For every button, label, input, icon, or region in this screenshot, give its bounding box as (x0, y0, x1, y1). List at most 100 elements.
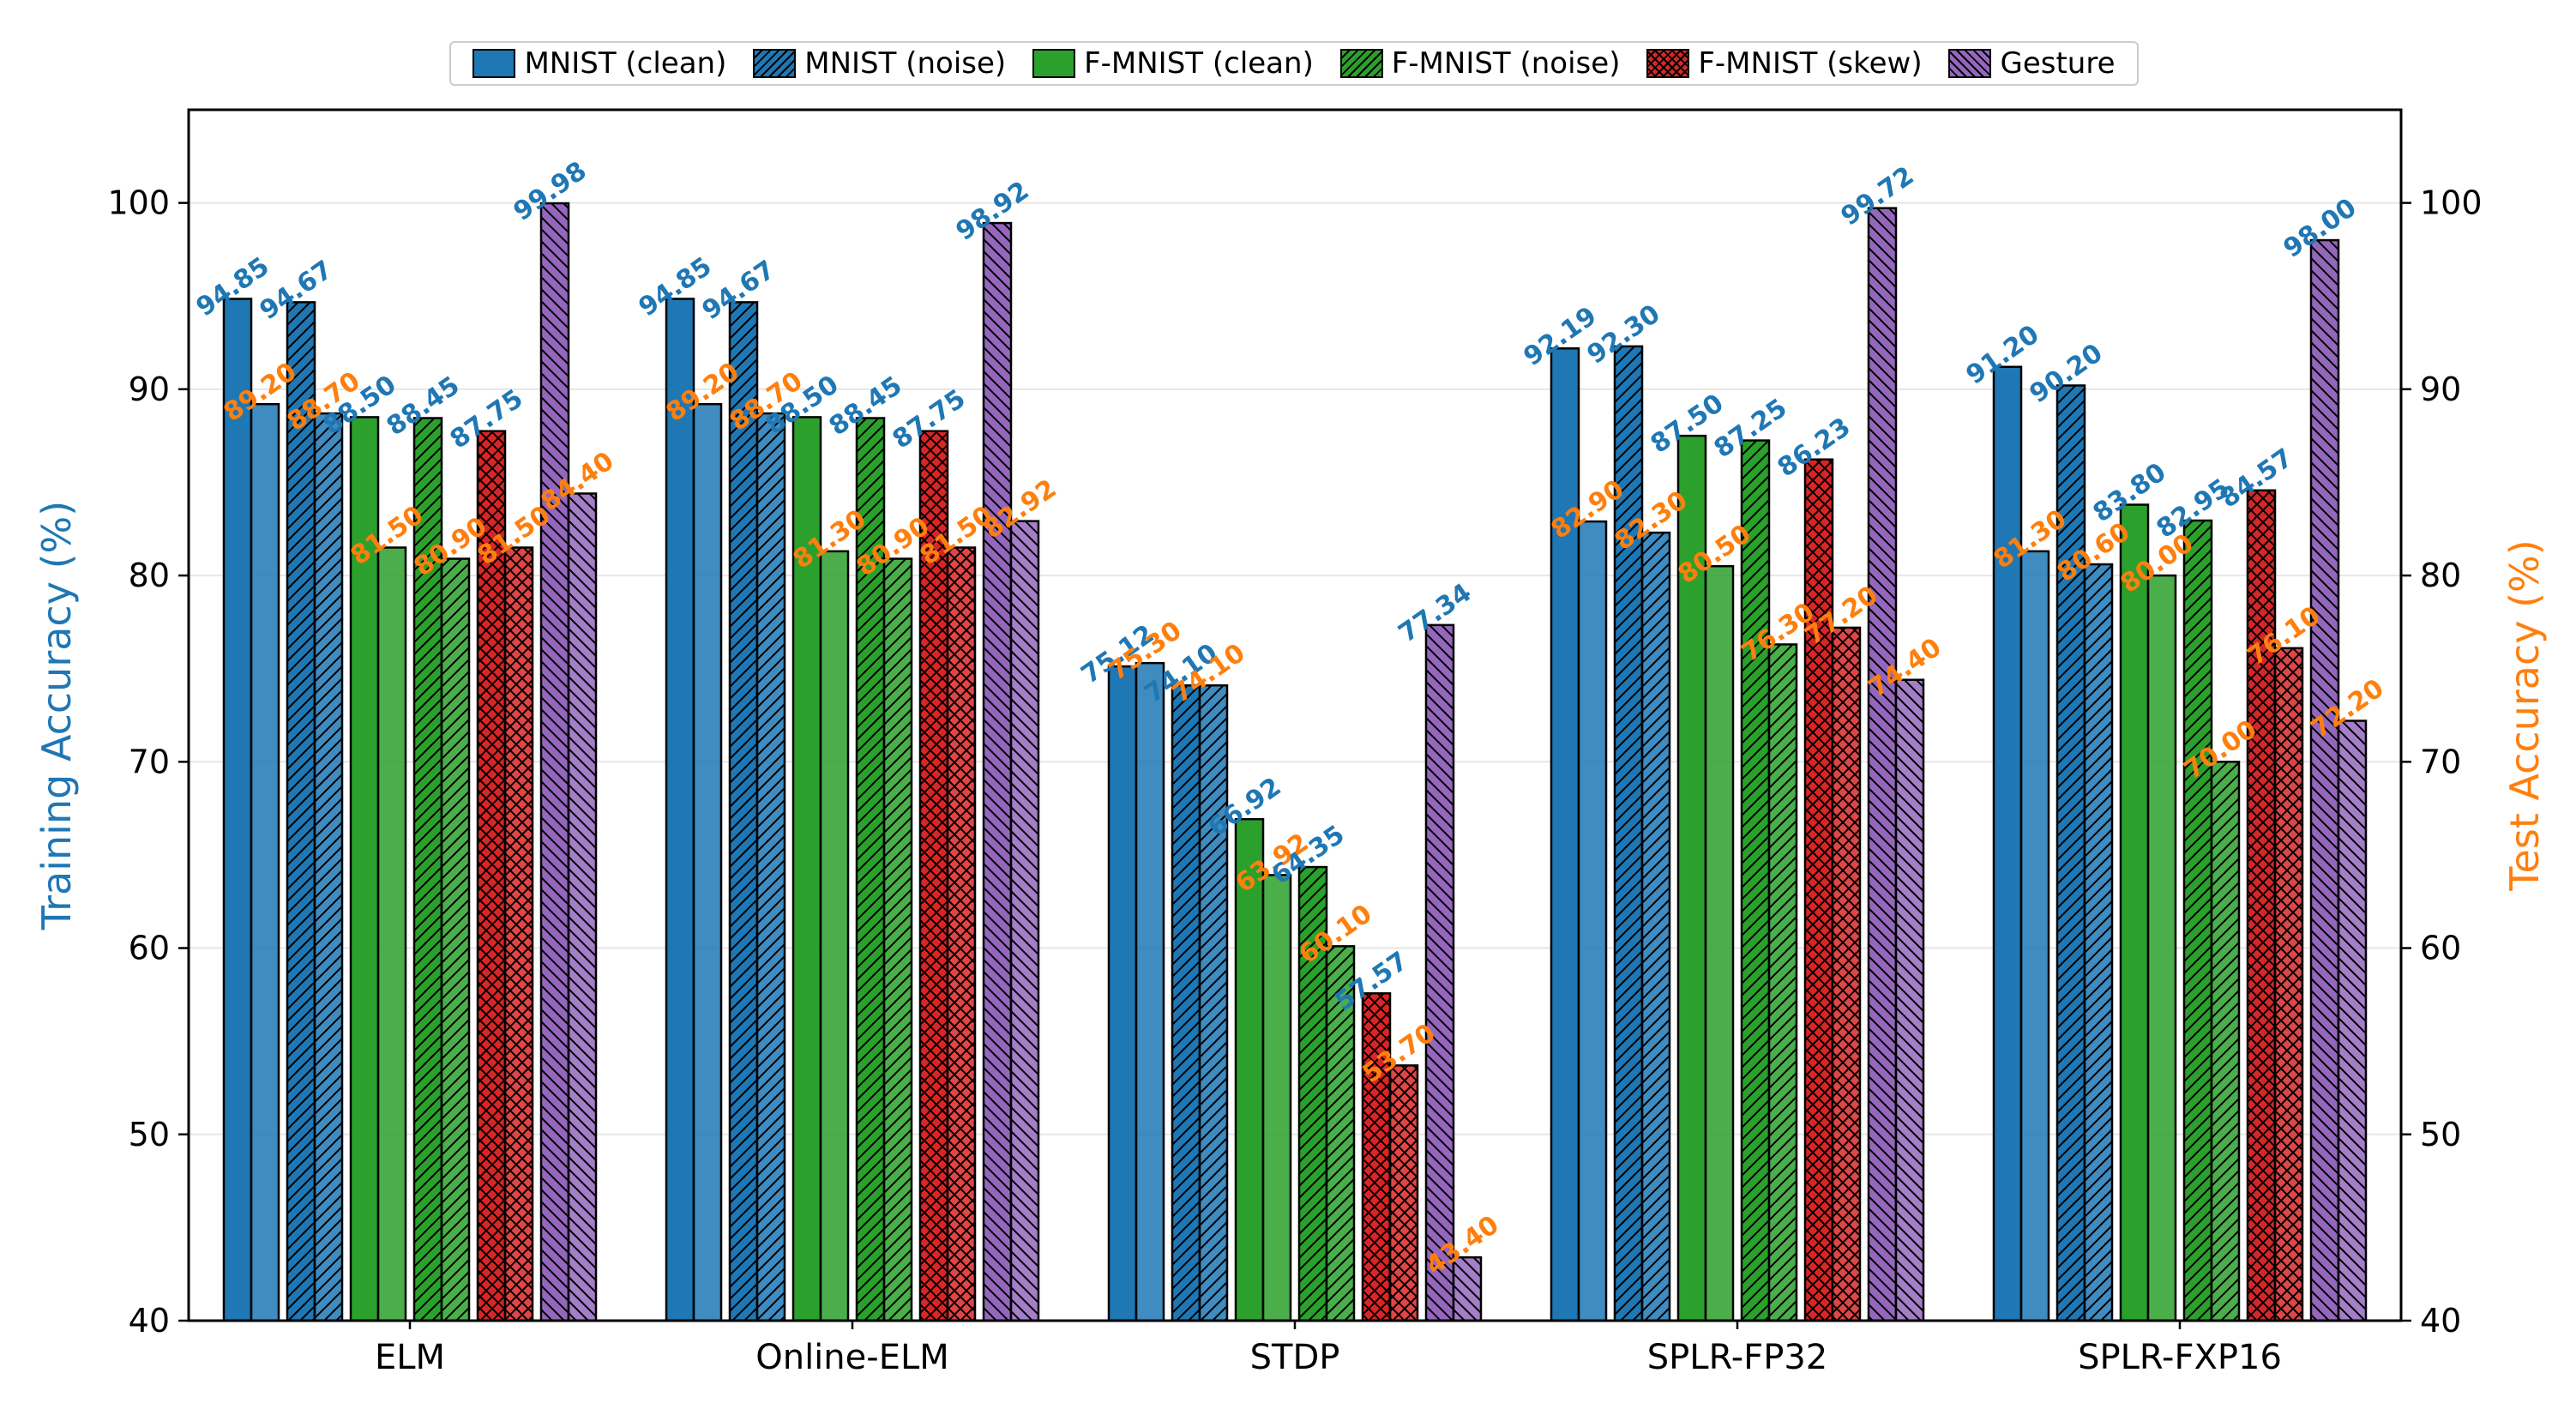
bar-test-hatch (569, 493, 596, 1321)
bar-test-hatch (1011, 521, 1038, 1321)
y-tick-label-left: 50 (129, 1116, 170, 1153)
legend-swatch (472, 49, 516, 78)
bar-train-hatch (414, 418, 442, 1321)
legend-swatch (1032, 49, 1076, 78)
bar-train (349, 416, 380, 1322)
y-tick-label-right: 100 (2420, 184, 2483, 222)
bar-train (1992, 365, 2023, 1322)
bar-test (692, 402, 723, 1322)
bar-train-hatch (1615, 346, 1642, 1322)
legend-item: MNIST (clean) (472, 46, 726, 81)
bar-test (2146, 574, 2177, 1322)
bar-test-hatch (1454, 1257, 1481, 1321)
x-tick-label: SPLR-FXP16 (2078, 1338, 2282, 1377)
x-tick-label: STDP (1250, 1338, 1340, 1377)
bar-train-hatch (1172, 685, 1200, 1321)
bar-train (791, 416, 822, 1322)
bar-test (376, 546, 407, 1322)
bar-test-hatch (1896, 679, 1923, 1321)
bar-test-hatch (442, 558, 469, 1321)
y-tick-label-right: 50 (2420, 1116, 2461, 1153)
bar-test-hatch (2085, 564, 2112, 1321)
y-tick-label-right: 70 (2420, 743, 2461, 780)
bar-train-hatch (730, 302, 757, 1321)
bar-test-hatch (2338, 720, 2366, 1321)
bar-test (1704, 564, 1735, 1322)
y-tick-label-left: 60 (129, 930, 170, 967)
y-axis-label-left: Training Accuracy (%) (33, 501, 80, 930)
bar-test-hatch (1200, 685, 1227, 1321)
bar-train (222, 298, 253, 1322)
legend: MNIST (clean) MNIST (noise) F-MNIST (clean… (449, 41, 2139, 86)
bar-train-hatch (541, 203, 569, 1322)
bar-test-hatch (2275, 647, 2302, 1321)
legend-label: MNIST (noise) (804, 46, 1007, 81)
bar-test (1577, 520, 1608, 1322)
legend-label: F-MNIST (skew) (1698, 46, 1923, 81)
legend-swatch (1646, 49, 1690, 78)
legend-item: F-MNIST (clean) (1032, 46, 1314, 81)
legend-swatch (1339, 49, 1383, 78)
y-tick-label-right: 80 (2420, 557, 2461, 594)
bar-train-hatch (1299, 867, 1327, 1321)
bar-train-hatch (2311, 240, 2338, 1321)
x-tick-label: ELM (375, 1338, 445, 1377)
y-axis-label-right: Test Accuracy (%) (2501, 539, 2548, 891)
legend-swatch (1948, 49, 1992, 78)
bar-train-hatch (857, 418, 884, 1321)
bar-train-hatch (1426, 624, 1454, 1321)
bar-train-hatch (287, 302, 315, 1321)
bar-train-hatch (2057, 385, 2085, 1322)
bar-train-hatch (1742, 440, 1769, 1321)
bar-train-hatch (1869, 208, 1896, 1321)
bar-test-hatch (1769, 644, 1797, 1321)
y-tick-label-right: 40 (2420, 1302, 2461, 1340)
y-tick-label-left: 90 (129, 370, 170, 408)
legend-label: F-MNIST (clean) (1084, 46, 1314, 81)
x-tick-label: Online-ELM (755, 1338, 949, 1377)
bar-train-hatch (984, 223, 1011, 1321)
bar-test (819, 550, 850, 1322)
bar-train-hatch (478, 431, 505, 1321)
bar-test (1261, 874, 1292, 1322)
bar-test-hatch (948, 547, 975, 1321)
y-tick-label-left: 100 (107, 184, 170, 222)
y-tick-label-right: 90 (2420, 370, 2461, 408)
bar-train-hatch (2248, 490, 2275, 1321)
y-tick-label-left: 70 (129, 743, 170, 780)
bar-test-hatch (884, 558, 912, 1321)
legend-item: F-MNIST (noise) (1339, 46, 1621, 81)
legend-label: MNIST (clean) (524, 46, 727, 81)
legend-item: Gesture (1948, 46, 2116, 81)
legend-item: MNIST (noise) (753, 46, 1006, 81)
bar-train-hatch (920, 431, 948, 1321)
bar-train-hatch (1805, 459, 1833, 1321)
plot-frame (187, 108, 2403, 1322)
bar-test (1135, 661, 1165, 1322)
bar-test-hatch (1390, 1065, 1417, 1321)
bar-test (2019, 550, 2050, 1322)
x-tick-label: SPLR-FP32 (1647, 1338, 1827, 1377)
bar-train (1234, 817, 1265, 1322)
bar-train-hatch (1363, 993, 1390, 1321)
bar-test-hatch (2212, 762, 2239, 1321)
bar-train (2119, 503, 2150, 1322)
legend-label: Gesture (2000, 46, 2116, 81)
bar-train (1107, 665, 1138, 1322)
y-tick-label-left: 40 (129, 1302, 170, 1340)
bar-test-hatch (315, 413, 342, 1321)
bar-test-hatch (1833, 627, 1860, 1321)
legend-item: F-MNIST (skew) (1646, 46, 1923, 81)
y-tick-label-right: 60 (2420, 930, 2461, 967)
bar-test-hatch (757, 413, 785, 1321)
bar-train-hatch (2184, 520, 2212, 1321)
bar-test-hatch (1327, 946, 1354, 1321)
legend-label: F-MNIST (noise) (1391, 46, 1621, 81)
bar-test-hatch (505, 547, 533, 1321)
bar-train (1550, 347, 1580, 1322)
y-tick-label-left: 80 (129, 557, 170, 594)
bar-test (250, 402, 280, 1322)
legend-swatch (753, 49, 797, 78)
bar-test-hatch (1642, 533, 1670, 1321)
